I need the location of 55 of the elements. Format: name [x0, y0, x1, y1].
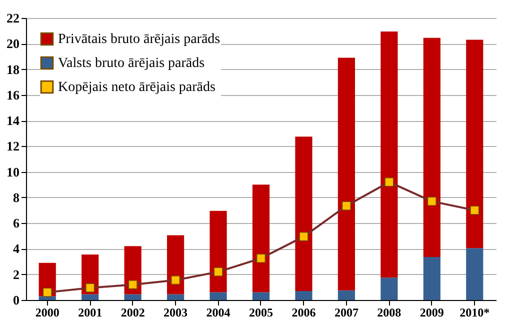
y-tick-label: 4 — [13, 241, 20, 256]
y-tick-label: 10 — [6, 164, 20, 180]
x-tick-label: 2003 — [164, 306, 188, 320]
x-tick-label: 2010* — [460, 306, 490, 320]
point — [86, 283, 95, 292]
point — [427, 196, 436, 206]
bar — [423, 38, 440, 258]
y-tick-label: 2 — [13, 266, 20, 282]
bar — [252, 184, 270, 292]
bar — [295, 136, 312, 292]
point — [256, 254, 266, 263]
point — [342, 201, 352, 210]
y-tick-label: 20 — [6, 36, 20, 52]
bar — [167, 294, 184, 300]
legend-label: Kopējais neto ārējais parāds — [58, 80, 216, 95]
x-tick-label: 2002 — [120, 306, 145, 320]
bar — [210, 210, 227, 292]
x-tick-label: 2006 — [292, 306, 316, 320]
y-tick-label: 22 — [6, 10, 20, 26]
point — [299, 232, 308, 242]
bar — [380, 31, 398, 278]
point — [170, 276, 180, 285]
point — [128, 280, 138, 290]
bar — [423, 257, 440, 300]
point — [470, 206, 480, 215]
bar — [338, 58, 355, 290]
x-tick-label: 2001 — [78, 306, 102, 320]
legend-label: Valsts bruto ārējais parāds — [58, 56, 205, 71]
bar — [210, 292, 227, 300]
x-tick-label: 2005 — [249, 306, 273, 320]
x-tick-label: 2000 — [35, 306, 60, 320]
point — [384, 177, 394, 187]
bar — [252, 292, 270, 300]
x-tick-label: 2007 — [334, 306, 358, 320]
bar — [124, 294, 142, 300]
bar — [338, 290, 355, 300]
bar — [466, 40, 484, 248]
y-tick-label: 16 — [6, 87, 20, 102]
bar — [380, 278, 398, 300]
bar — [295, 291, 312, 300]
point — [42, 288, 52, 297]
y-tick-label: 14 — [6, 113, 20, 128]
bar — [466, 248, 484, 300]
bar — [167, 235, 184, 294]
x-tick-label: 2008 — [377, 306, 402, 320]
y-tick-label: 18 — [6, 62, 20, 77]
point — [214, 267, 223, 276]
x-tick-label: 2009 — [420, 306, 444, 320]
y-tick-label: 12 — [6, 138, 20, 154]
x-tick-label: 2004 — [206, 306, 230, 320]
legend-label: Privātais bruto ārējais parāds — [58, 32, 220, 47]
bar — [82, 294, 99, 300]
y-tick-label: 8 — [13, 190, 20, 205]
y-tick-label: 0 — [13, 292, 20, 308]
y-tick-label: 6 — [13, 216, 20, 231]
